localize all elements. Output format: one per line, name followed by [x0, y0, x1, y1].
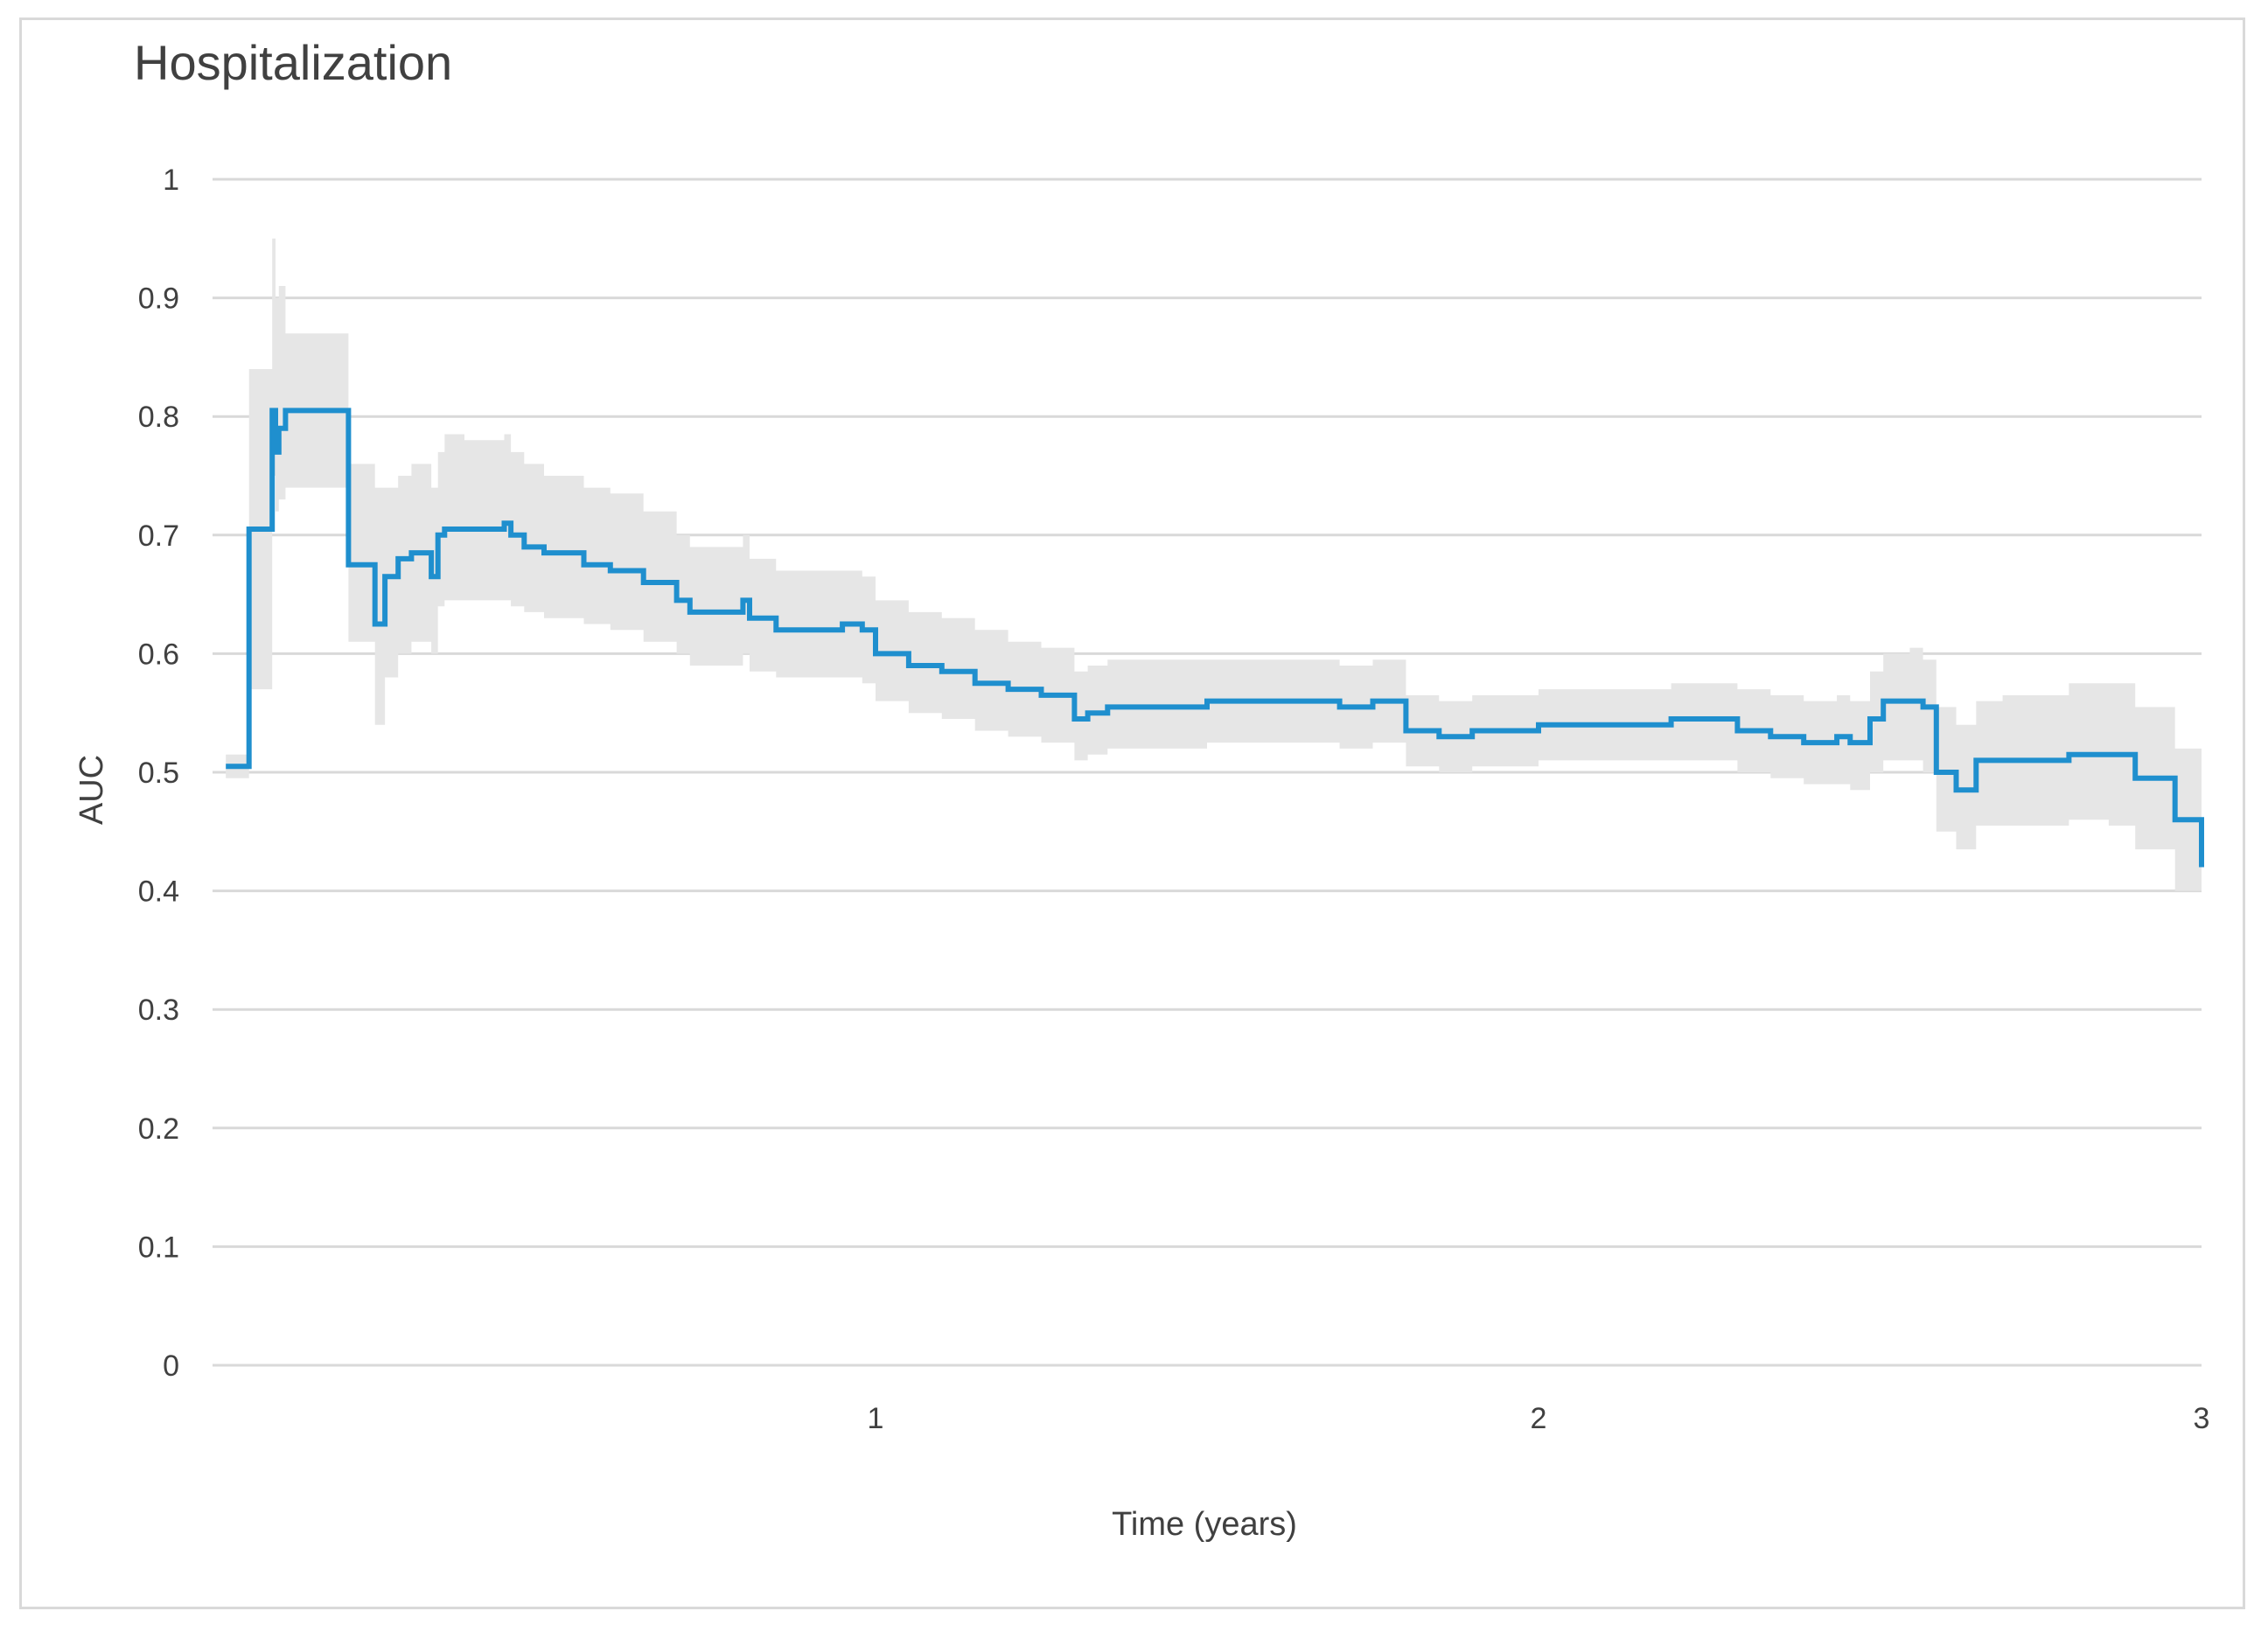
y-tick-label: 0.5: [138, 757, 179, 790]
y-tick-label: 0: [163, 1350, 179, 1383]
confidence-band: [226, 238, 2202, 933]
y-tick-label: 0.9: [138, 282, 179, 316]
y-tick-label: 1: [163, 164, 179, 197]
y-tick-label: 0.8: [138, 401, 179, 434]
y-tick-label: 0.7: [138, 520, 179, 553]
y-tick-label: 0.3: [138, 994, 179, 1027]
x-tick-label: 2: [1531, 1402, 1547, 1435]
x-axis-title: Time (years): [1112, 1506, 1297, 1543]
y-tick-labels: 0 0.1 0.2 0.3 0.4 0.5 0.6 0.7 0.8 0.9 1: [138, 164, 179, 1383]
series-line-layer: [226, 408, 2204, 868]
grid-layer: [213, 178, 2202, 1367]
x-tick-label: 1: [868, 1402, 884, 1435]
y-tick-label: 0.6: [138, 638, 179, 671]
chart-title: Hospitalization: [134, 35, 452, 90]
auc-series-line: [226, 408, 2204, 868]
x-tick-labels: 1 2 3: [868, 1402, 2210, 1435]
chart-frame: Hospitalization 0 0.1 0.2 0.3 0.4 0.5 0.6 0.7 0.…: [19, 17, 2245, 1609]
y-tick-label: 0.2: [138, 1112, 179, 1146]
y-tick-label: 0.1: [138, 1231, 179, 1264]
y-axis-title: AUC: [73, 755, 110, 825]
y-tick-label: 0.4: [138, 875, 179, 909]
confidence-band-layer: [226, 238, 2202, 933]
chart-svg: Hospitalization 0 0.1 0.2 0.3 0.4 0.5 0.6 0.7 0.…: [73, 35, 2210, 1543]
x-tick-label: 3: [2194, 1402, 2210, 1435]
